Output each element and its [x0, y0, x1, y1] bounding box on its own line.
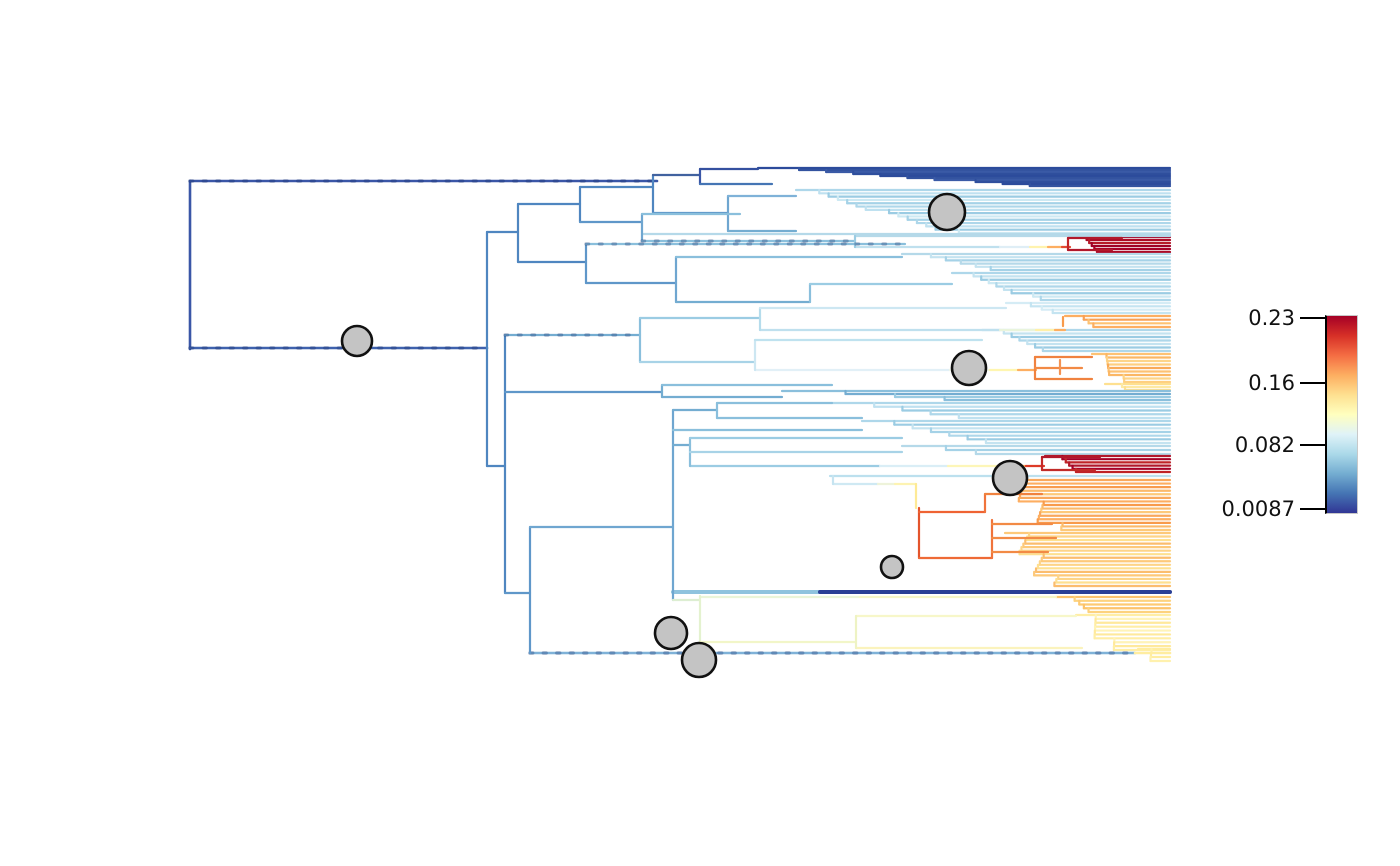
- tree-branches: [188, 167, 1124, 655]
- node-marker: [950, 349, 988, 387]
- long-branch-rows: [528, 232, 1172, 655]
- clade-fans: [756, 166, 1172, 663]
- node-marker: [879, 554, 905, 580]
- node-marker: [991, 459, 1029, 497]
- node-marker: [340, 324, 374, 358]
- node-markers: [340, 192, 1029, 679]
- node-marker: [927, 192, 967, 232]
- node-marker: [680, 641, 718, 679]
- node-marker: [653, 615, 689, 651]
